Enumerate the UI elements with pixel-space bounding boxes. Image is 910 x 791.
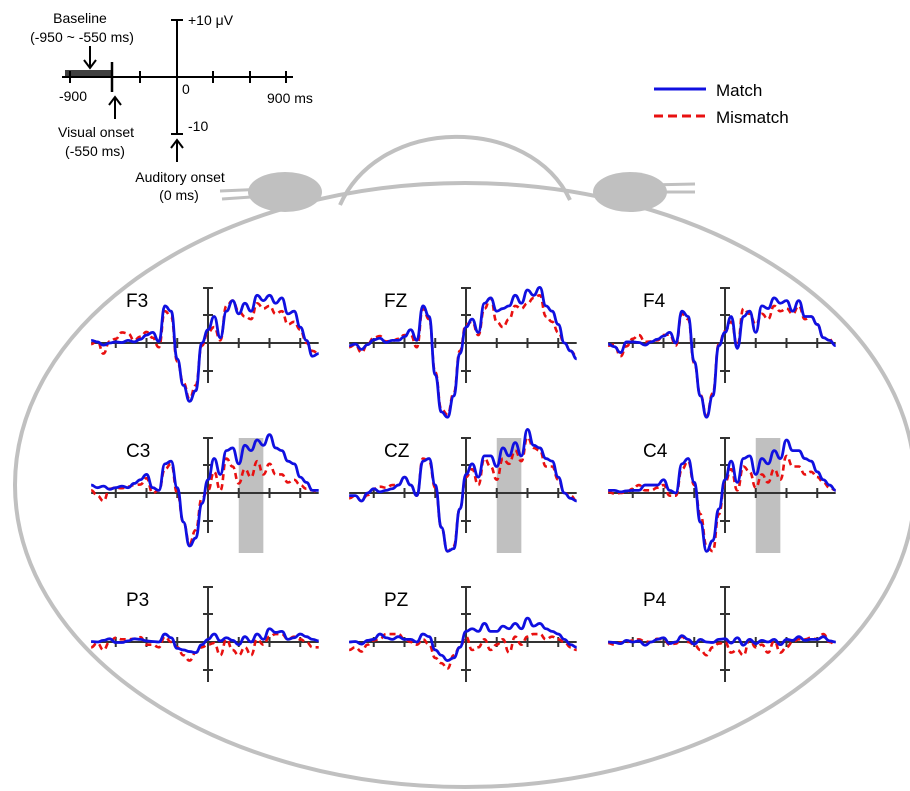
match-waveform xyxy=(91,293,319,403)
scale-x-max-label: 900 ms xyxy=(267,90,313,106)
erp-panel-p3: P3 xyxy=(90,586,319,682)
match-waveform xyxy=(608,438,836,553)
mismatch-waveform xyxy=(90,299,319,400)
visual-onset-label: Visual onset xyxy=(58,124,134,140)
scale-y-max-label: +10 μV xyxy=(188,12,234,28)
auditory-onset-time: (0 ms) xyxy=(159,187,199,203)
legend-mismatch-label: Mismatch xyxy=(716,108,789,127)
visual-onset-arrow xyxy=(108,95,122,119)
mismatch-waveform xyxy=(349,294,577,416)
erp-panel-f4: F4 xyxy=(608,287,836,419)
legend-match-label: Match xyxy=(716,81,762,100)
head-top-arc xyxy=(338,134,572,206)
match-waveform xyxy=(91,433,319,548)
electrode-label: PZ xyxy=(384,590,409,611)
electrode-label: P4 xyxy=(643,590,667,611)
scale-zero-label: 0 xyxy=(182,81,190,97)
electrode-label: F3 xyxy=(126,291,148,312)
mismatch-waveform xyxy=(608,304,836,418)
match-waveform xyxy=(91,627,319,654)
match-waveform xyxy=(608,296,836,419)
electrode-label: C3 xyxy=(126,441,150,462)
scale-x-min-label: -900 xyxy=(59,88,87,104)
analysis-window-highlight xyxy=(238,438,264,553)
electrode-label: C4 xyxy=(643,441,668,462)
left-ear-line xyxy=(221,194,266,201)
erp-panel-p4: P4 xyxy=(608,586,836,682)
analysis-window-highlight xyxy=(755,438,781,553)
match-waveform xyxy=(349,428,577,553)
auditory-onset-label: Auditory onset xyxy=(135,169,225,185)
auditory-onset-arrow xyxy=(170,138,184,162)
erp-panel-f3: F3 xyxy=(90,287,319,403)
baseline-arrow xyxy=(83,46,97,70)
head-outline xyxy=(13,134,910,789)
baseline-label: Baseline xyxy=(53,10,107,26)
electrode-label: P3 xyxy=(126,590,149,611)
baseline-range-label: (-950 ~ -550 ms) xyxy=(30,29,134,45)
electrode-label: FZ xyxy=(384,291,408,312)
match-waveform xyxy=(349,616,577,662)
mismatch-waveform xyxy=(608,632,836,657)
electrode-label: F4 xyxy=(643,291,666,312)
erp-panel-pz: PZ xyxy=(349,586,577,682)
left-ear-line xyxy=(219,187,266,193)
electrode-panels: F3 FZ F4 C3 CZ C4 P3 PZ P4 xyxy=(90,285,836,682)
electrode-label: CZ xyxy=(384,441,410,462)
erp-panel-fz: FZ xyxy=(349,285,578,419)
mismatch-waveform xyxy=(608,454,836,553)
mismatch-waveform xyxy=(90,632,319,662)
scale-key: Baseline (-950 ~ -550 ms) -900 0 900 ms … xyxy=(30,10,313,203)
erp-panel-c4: C4 xyxy=(608,437,836,553)
erp-panel-c3: C3 xyxy=(90,433,319,553)
match-waveform xyxy=(349,285,578,419)
baseline-window-bar xyxy=(65,70,112,78)
visual-onset-time: (-550 ms) xyxy=(65,143,125,159)
mismatch-waveform xyxy=(90,457,319,545)
right-ear xyxy=(593,172,667,212)
right-ear-line xyxy=(647,182,696,187)
left-ear xyxy=(248,172,322,212)
head-ellipse xyxy=(13,181,910,789)
match-waveform xyxy=(608,634,836,647)
erp-panel-cz: CZ xyxy=(349,428,577,553)
scale-y-min-label: -10 xyxy=(188,118,208,134)
legend: Match Mismatch xyxy=(654,81,789,127)
